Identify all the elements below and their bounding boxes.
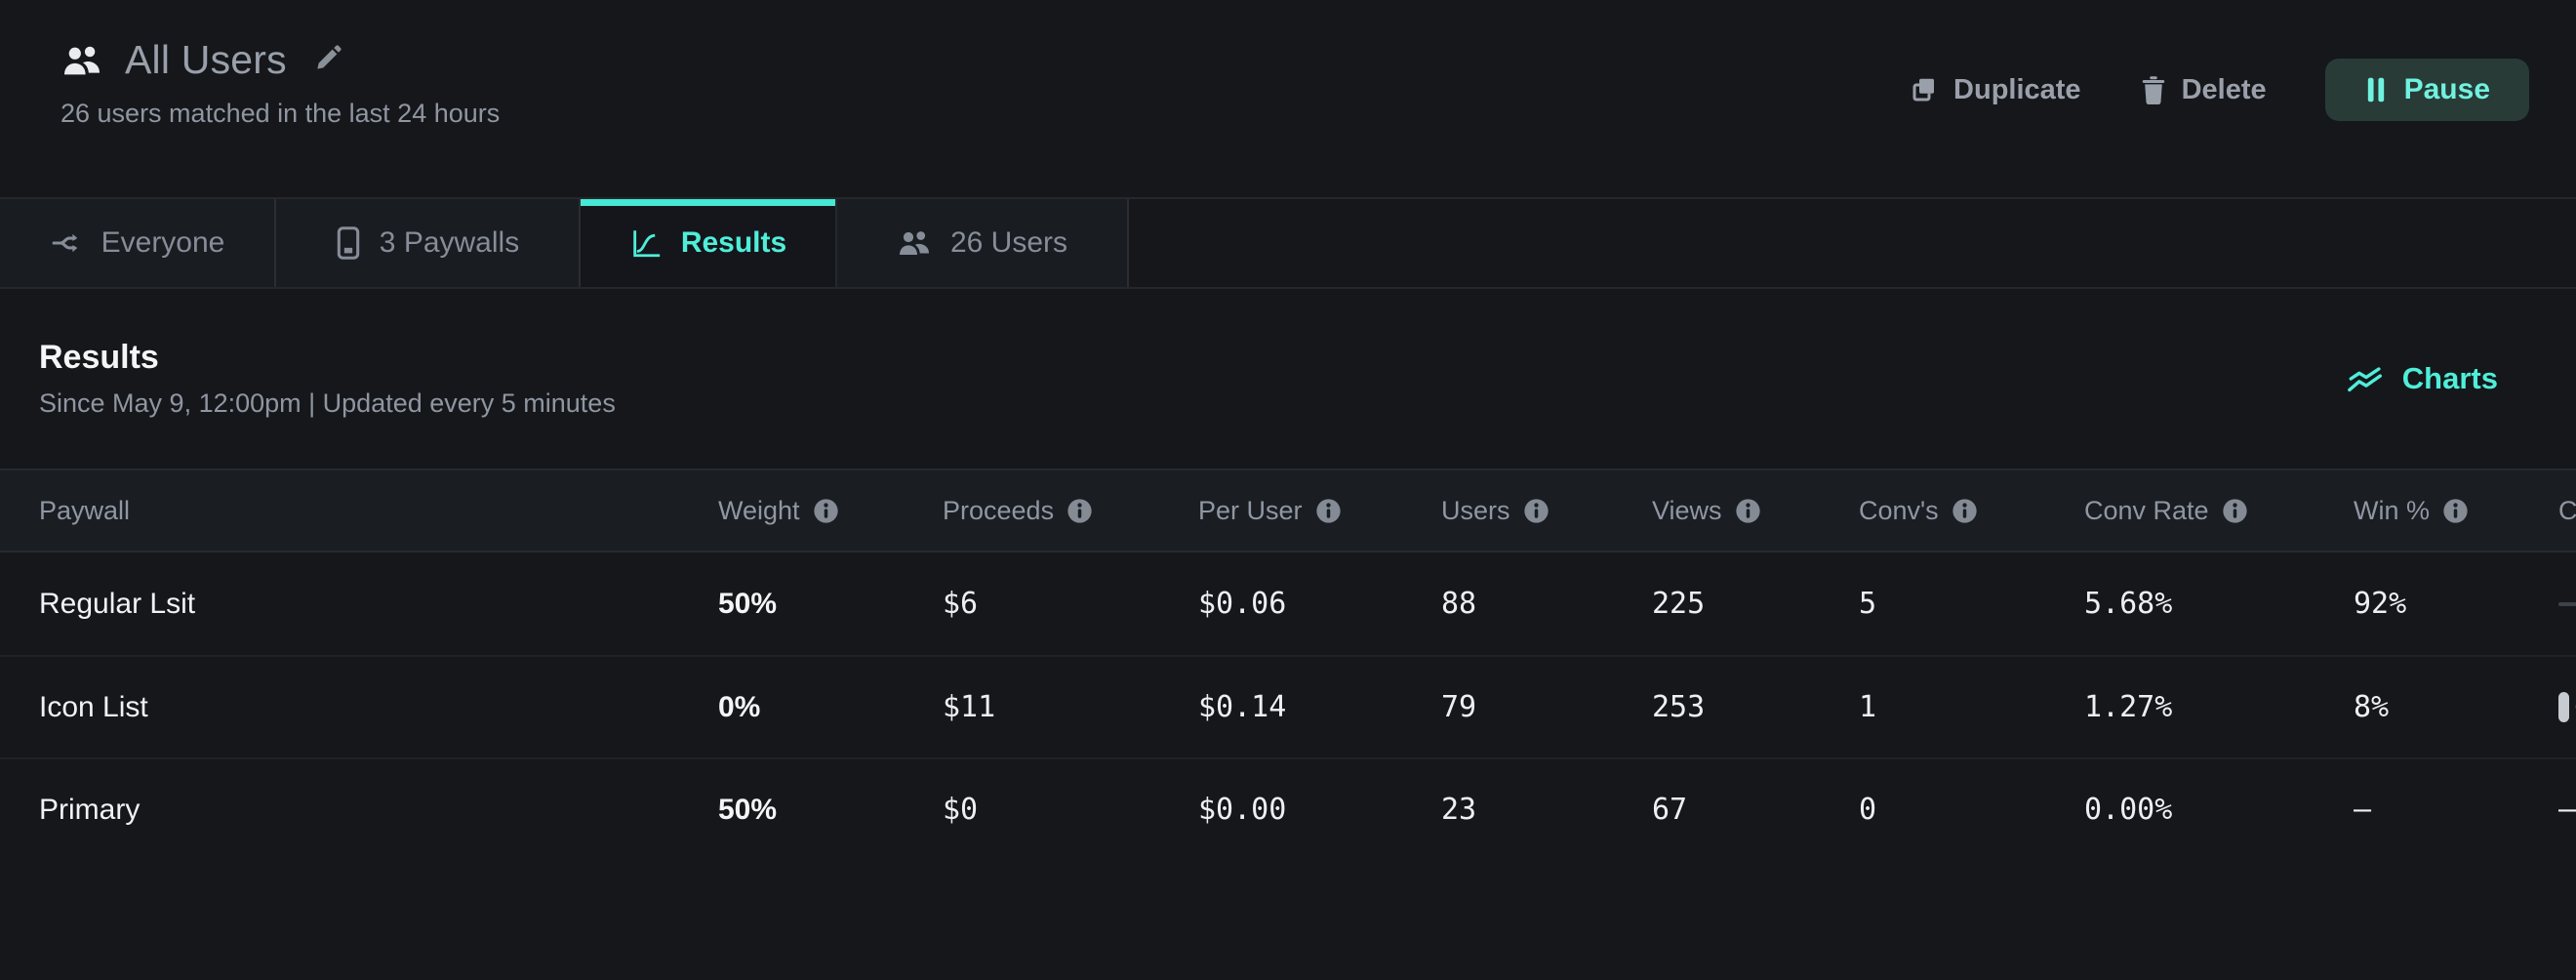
users-value: 88 bbox=[1441, 587, 1477, 621]
cutoff-bar-artifact bbox=[2558, 692, 2576, 722]
info-icon[interactable] bbox=[1067, 498, 1093, 524]
conv-rate-value: 0.00% bbox=[2084, 793, 2173, 827]
info-icon[interactable] bbox=[2442, 498, 2469, 524]
col-header-conv-rate: Conv Rate bbox=[2084, 496, 2354, 526]
info-icon[interactable] bbox=[813, 498, 839, 524]
conv-rate-value: 5.68% bbox=[2084, 587, 2173, 621]
per-user-value: $0.00 bbox=[1198, 793, 1287, 827]
phone-icon bbox=[336, 225, 361, 261]
split-arrows-icon bbox=[50, 226, 83, 260]
results-subtitle: Since May 9, 12:00pm | Updated every 5 m… bbox=[39, 388, 616, 418]
proceeds-value: $11 bbox=[943, 690, 996, 724]
info-icon[interactable] bbox=[1735, 498, 1761, 524]
tab-label: 26 Users bbox=[949, 226, 1068, 259]
users-value: 79 bbox=[1441, 690, 1477, 724]
header-actions: Duplicate Delete bbox=[1910, 37, 2529, 197]
cutoff-dash-artifact bbox=[2558, 601, 2576, 606]
info-icon[interactable] bbox=[1952, 498, 1978, 524]
win-pct-value: 92% bbox=[2354, 587, 2407, 621]
per-user-value: $0.06 bbox=[1198, 587, 1287, 621]
views-value: 225 bbox=[1652, 587, 1706, 621]
results-title: Results bbox=[39, 339, 159, 376]
users-icon bbox=[897, 228, 932, 258]
col-header-proceeds: Proceeds bbox=[943, 496, 1198, 526]
delete-button[interactable]: Delete bbox=[2140, 59, 2267, 121]
convs-value: 1 bbox=[1859, 690, 1877, 724]
col-header-win-pct: Win % bbox=[2354, 496, 2558, 526]
table-row-primary[interactable]: Primary 50% $0 $0.00 23 67 0 0.00% – – bbox=[0, 757, 2576, 860]
pencil-icon bbox=[312, 43, 343, 74]
win-pct-value: – bbox=[2354, 793, 2372, 827]
tab-users[interactable]: 26 Users bbox=[837, 199, 1129, 287]
tab-bar: Everyone 3 Paywalls Results bbox=[0, 197, 2576, 289]
conv-rate-value: 1.27% bbox=[2084, 690, 2173, 724]
per-user-value: $0.14 bbox=[1198, 690, 1287, 724]
tab-label: Everyone bbox=[101, 226, 225, 259]
users-value: 23 bbox=[1441, 793, 1477, 827]
col-header-cutoff: C bbox=[2558, 495, 2576, 525]
table-header-row: Paywall Weight Proceeds Per User Users V… bbox=[0, 469, 2576, 552]
col-header-paywall: Paywall bbox=[39, 495, 131, 525]
delete-label: Delete bbox=[2181, 73, 2267, 105]
tab-everyone[interactable]: Everyone bbox=[0, 199, 276, 287]
duplicate-icon bbox=[1910, 75, 1939, 104]
table-row-regular-lsit[interactable]: Regular Lsit 50% $6 $0.06 88 225 5 5.68%… bbox=[0, 552, 2576, 655]
matched-users-subtitle: 26 users matched in the last 24 hours bbox=[60, 99, 501, 128]
weight-value: 50% bbox=[718, 587, 778, 620]
views-value: 253 bbox=[1652, 690, 1706, 724]
pause-icon bbox=[2364, 75, 2388, 104]
duplicate-button[interactable]: Duplicate bbox=[1910, 59, 2081, 121]
chart-zigzag-icon bbox=[2347, 361, 2386, 396]
proceeds-value: $6 bbox=[943, 587, 979, 621]
col-header-users: Users bbox=[1441, 496, 1652, 526]
info-icon[interactable] bbox=[2222, 498, 2248, 524]
info-icon[interactable] bbox=[1523, 498, 1550, 524]
views-value: 67 bbox=[1652, 793, 1688, 827]
col-header-per-user: Per User bbox=[1198, 496, 1441, 526]
tab-label: 3 Paywalls bbox=[379, 226, 520, 259]
charts-label: Charts bbox=[2401, 361, 2498, 395]
paywall-name: Regular Lsit bbox=[39, 587, 196, 620]
tab-bar-spacer bbox=[1129, 199, 2576, 287]
info-icon[interactable] bbox=[1315, 498, 1342, 524]
paywall-name: Primary bbox=[39, 793, 141, 826]
duplicate-label: Duplicate bbox=[1953, 73, 2081, 105]
col-header-weight: Weight bbox=[718, 496, 943, 526]
edit-title-button[interactable] bbox=[308, 39, 347, 81]
proceeds-value: $0 bbox=[943, 793, 979, 827]
pause-button[interactable]: Pause bbox=[2324, 59, 2529, 121]
page-title: All Users bbox=[125, 37, 287, 82]
col-header-convs: Conv's bbox=[1859, 496, 2084, 526]
convs-value: 0 bbox=[1859, 793, 1877, 827]
cutoff-cell: – bbox=[2558, 793, 2576, 827]
weight-value: 50% bbox=[718, 793, 778, 826]
page-header: All Users 26 users matched in the last 2… bbox=[0, 0, 2576, 197]
results-section-header: Results Since May 9, 12:00pm | Updated e… bbox=[0, 289, 2576, 469]
trash-icon bbox=[2140, 75, 2167, 104]
cutoff-cell bbox=[2558, 692, 2576, 722]
results-heading-block: Results Since May 9, 12:00pm | Updated e… bbox=[39, 339, 616, 419]
convs-value: 5 bbox=[1859, 587, 1877, 621]
win-pct-value: 8% bbox=[2354, 690, 2390, 724]
cutoff-cell bbox=[2558, 601, 2576, 606]
charts-button[interactable]: Charts bbox=[2347, 361, 2498, 396]
pause-label: Pause bbox=[2403, 73, 2490, 105]
tab-results[interactable]: Results bbox=[581, 199, 837, 287]
weight-value: 0% bbox=[718, 690, 761, 723]
tab-label: Results bbox=[680, 226, 787, 259]
results-table: Paywall Weight Proceeds Per User Users V… bbox=[0, 469, 2576, 860]
chart-curve-icon bbox=[629, 226, 663, 260]
users-icon bbox=[60, 43, 103, 78]
table-row-icon-list[interactable]: Icon List 0% $11 $0.14 79 253 1 1.27% 8% bbox=[0, 655, 2576, 757]
col-header-views: Views bbox=[1652, 496, 1859, 526]
header-left: All Users 26 users matched in the last 2… bbox=[60, 37, 500, 197]
paywall-name: Icon List bbox=[39, 690, 148, 723]
tab-paywalls[interactable]: 3 Paywalls bbox=[276, 199, 581, 287]
